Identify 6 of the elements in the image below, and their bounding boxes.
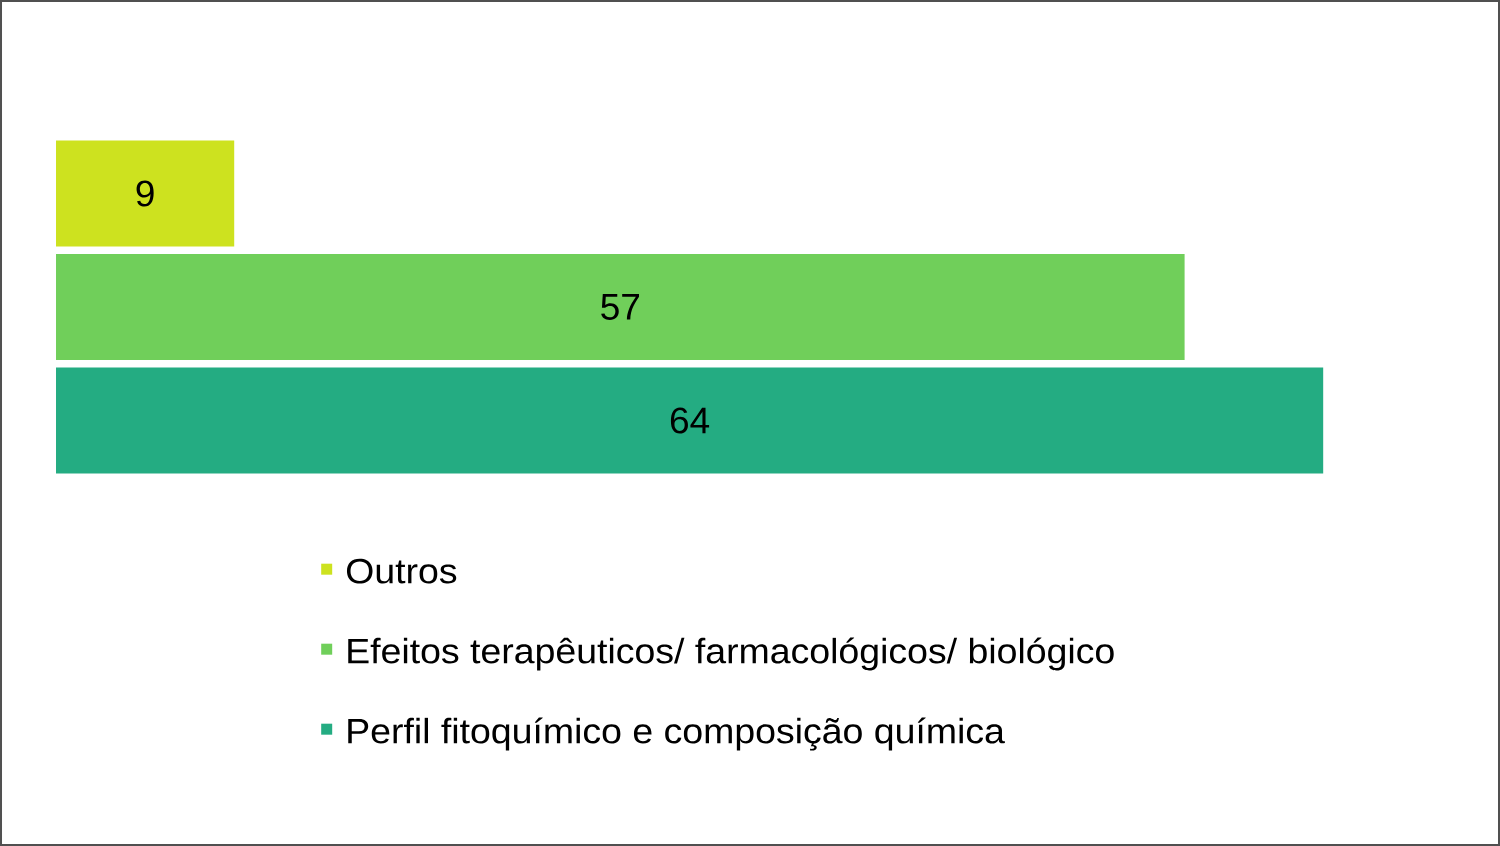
legend-label: Efeitos terapêuticos/ farmacológicos/ biológico <box>348 637 1114 671</box>
data-label: 57 <box>601 294 640 320</box>
data-label: 9 <box>136 180 154 207</box>
legend-label: Perfil fitoquímico e composição química <box>348 717 1005 751</box>
legend-label: Outros <box>346 558 457 584</box>
data-label: 64 <box>670 407 710 434</box>
